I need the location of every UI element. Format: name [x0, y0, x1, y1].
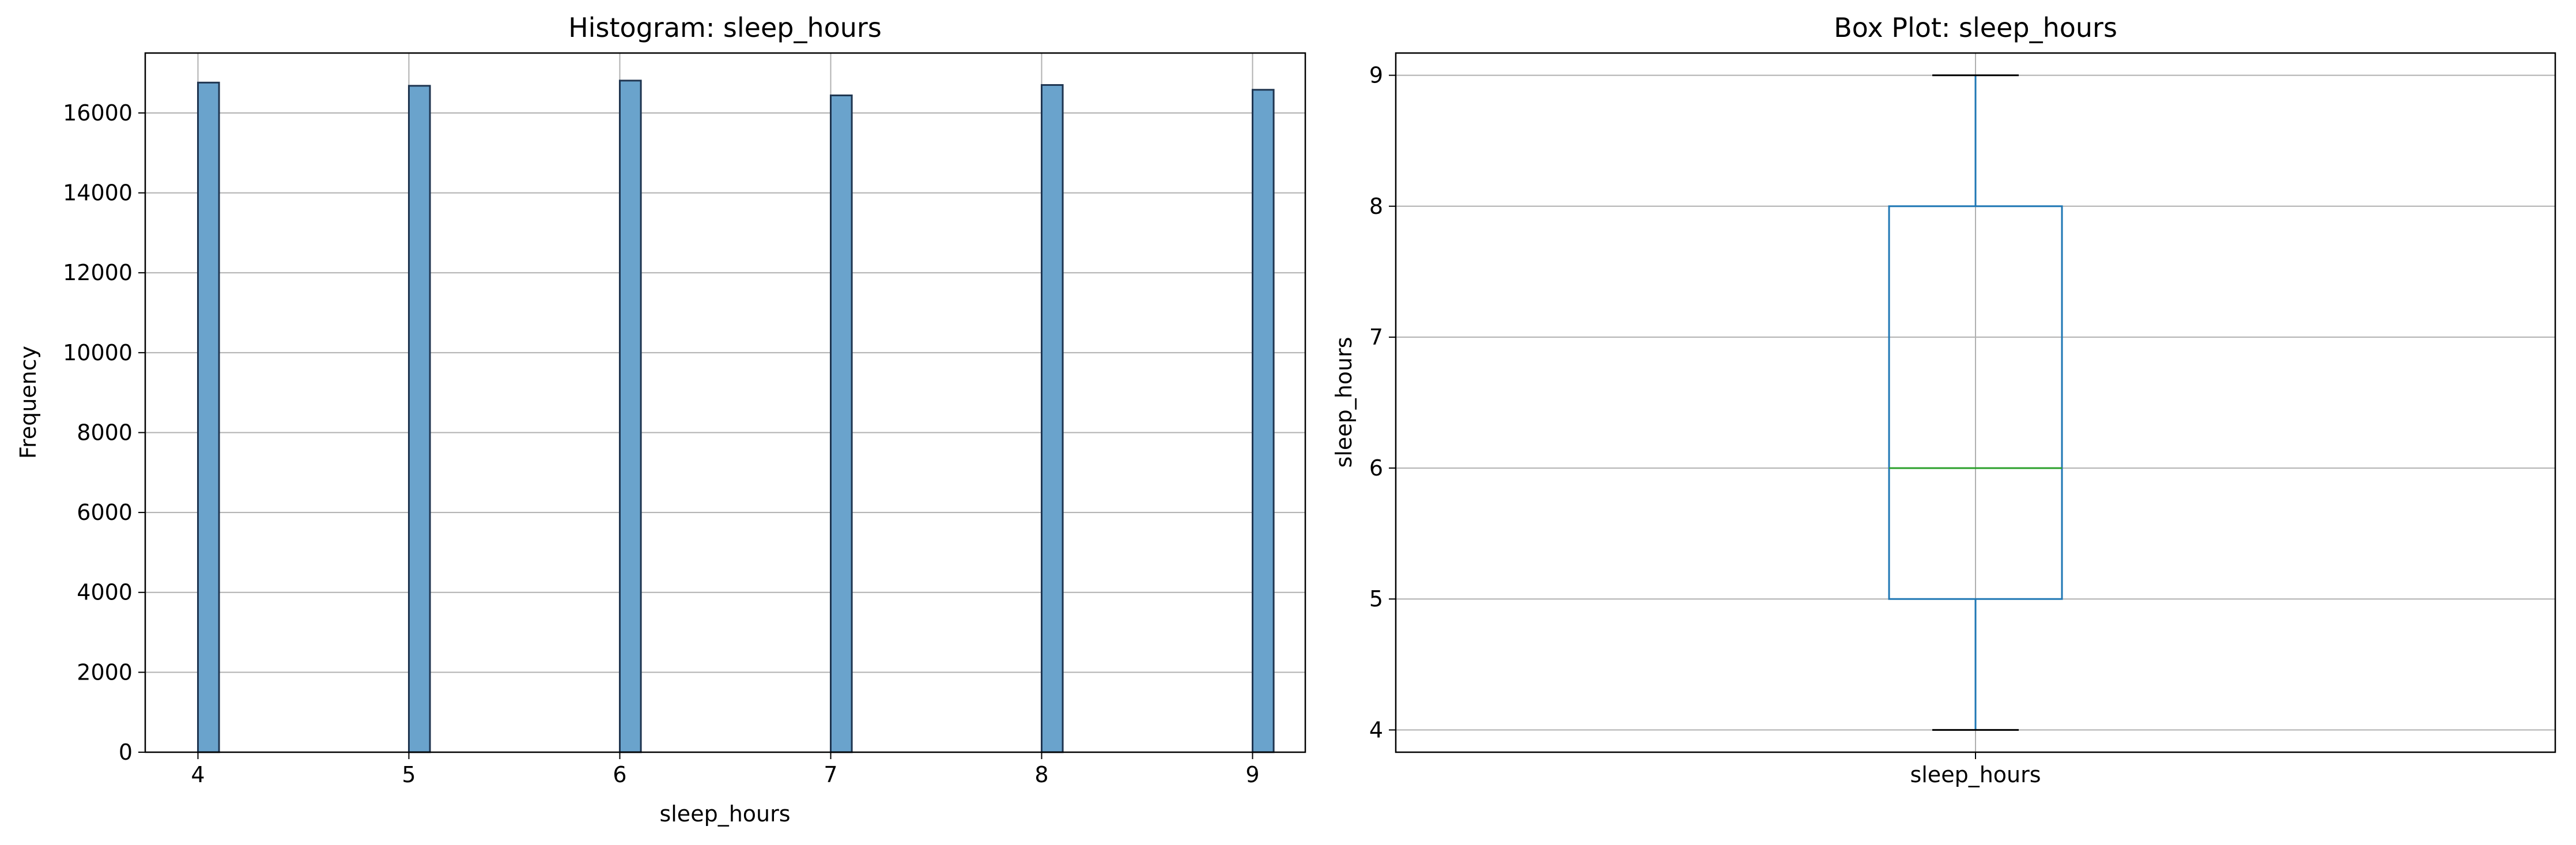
boxplot-y-axis-label: sleep_hours — [1331, 337, 1357, 467]
histogram-bars — [197, 80, 1275, 753]
histogram-y-tick-label: 8000 — [77, 420, 133, 445]
histogram-bar — [1252, 89, 1275, 753]
histogram-panel: 4 5 6 7 8 9 0 2000 4000 6000 8000 10000 12000 14000 1… — [16, 12, 1306, 827]
histogram-x-axis-label: sleep_hours — [659, 801, 790, 827]
histogram-bar — [830, 94, 853, 753]
boxplot-marks — [1888, 74, 2063, 731]
histogram-y-tick-label: 10000 — [63, 340, 133, 365]
histogram-y-tick-label: 4000 — [77, 580, 133, 605]
boxplot-x-tick-label: sleep_hours — [1910, 762, 2041, 787]
boxplot-y-tick-label: 8 — [1369, 194, 1383, 219]
histogram-x-ticks: 4 5 6 7 8 9 — [191, 752, 1260, 787]
histogram-x-tick-label: 7 — [824, 762, 837, 787]
histogram-bar — [619, 80, 642, 753]
histogram-frame — [144, 52, 1306, 753]
histogram-y-tick-label: 12000 — [63, 260, 133, 285]
boxplot-y-tick-label: 6 — [1369, 455, 1383, 481]
boxplot-x-ticks: sleep_hours — [1910, 752, 2041, 787]
boxplot-y-tick-label: 5 — [1369, 586, 1383, 612]
histogram-y-ticks: 0 2000 4000 6000 8000 10000 12000 14000 16000 — [63, 100, 145, 765]
histogram-x-tick-label: 4 — [191, 762, 205, 787]
histogram-x-tick-label: 6 — [613, 762, 626, 787]
boxplot-y-tick-label: 4 — [1369, 717, 1383, 742]
boxplot-y-tick-label: 9 — [1369, 63, 1383, 88]
boxplot-box — [1888, 205, 2063, 600]
histogram-y-axis-label: Frequency — [16, 346, 41, 459]
histogram-y-tick-label: 6000 — [77, 500, 133, 525]
histogram-bar — [197, 81, 220, 753]
histogram-y-tick-label: 16000 — [63, 100, 133, 126]
histogram-title: Histogram: sleep_hours — [568, 12, 882, 43]
histogram-x-tick-label: 5 — [402, 762, 416, 787]
boxplot-y-tick-label: 7 — [1369, 325, 1383, 350]
boxplot-y-ticks: 4 5 6 7 8 9 — [1369, 63, 1396, 742]
histogram-y-tick-label: 2000 — [77, 659, 133, 685]
boxplot-title: Box Plot: sleep_hours — [1834, 12, 2117, 43]
boxplot-panel: 4 5 6 7 8 9 sleep_hours Box Plot: sleep_hours… — [1331, 12, 2556, 787]
histogram-y-tick-label: 14000 — [63, 180, 133, 206]
histogram-x-tick-label: 9 — [1245, 762, 1259, 787]
histogram-y-tick-label: 0 — [119, 740, 133, 765]
histogram-bar — [408, 85, 431, 753]
histogram-x-tick-label: 8 — [1034, 762, 1048, 787]
histogram-bar — [1041, 84, 1064, 753]
